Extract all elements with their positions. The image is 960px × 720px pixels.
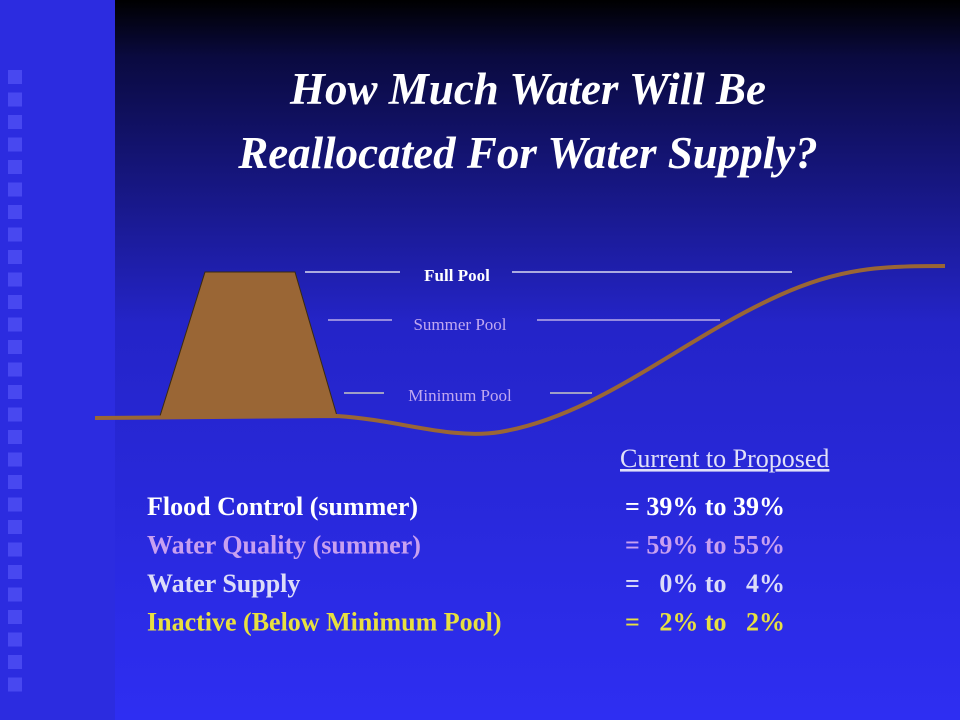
side-square [8,340,22,354]
side-square [8,632,22,647]
side-square [8,317,22,332]
side-square [8,115,22,129]
row-value: = 0% to 4% [625,569,785,598]
side-square [8,677,22,692]
title-line: How Much Water Will Be [289,64,766,114]
side-square [8,137,22,152]
row-value: = 59% to 55% [625,531,785,560]
side-square [8,497,22,512]
pool-label: Minimum Pool [408,386,512,405]
side-square [8,475,22,489]
side-square [8,205,22,219]
side-square [8,565,22,579]
side-square [8,430,22,444]
side-square [8,610,22,624]
table: Flood Control (summer) = 39% to 39% Water … [147,492,785,637]
title-line: Reallocated For Water Supply? [237,128,818,178]
row-value: = 39% to 39% [625,492,785,521]
reservoir-diagram: Full Pool Summer Pool Minimum Pool [94,264,946,436]
side-pattern [8,70,22,692]
row-value: = 2% to 2% [625,608,785,637]
side-square [8,272,22,287]
side-square [8,542,22,557]
row-label: Water Quality (summer) [147,531,421,560]
table-header: Current to Proposed [620,444,829,473]
row-label: Inactive (Below Minimum Pool) [147,608,502,637]
side-square [8,250,22,264]
row-label: Water Supply [147,569,300,598]
side-square [8,92,22,107]
row-label: Flood Control (summer) [147,492,418,521]
side-square [8,182,22,197]
side-square [8,70,22,84]
side-square [8,587,22,602]
side-square [8,362,22,377]
pool-label: Full Pool [424,266,490,285]
side-square [8,160,22,174]
side-square [8,385,22,399]
side-square [8,227,22,242]
side-square [8,407,22,422]
side-square [8,520,22,534]
side-square [8,295,22,309]
pool-label: Summer Pool [413,315,506,334]
side-square [8,452,22,467]
ground [94,264,946,436]
side-square [8,655,22,669]
